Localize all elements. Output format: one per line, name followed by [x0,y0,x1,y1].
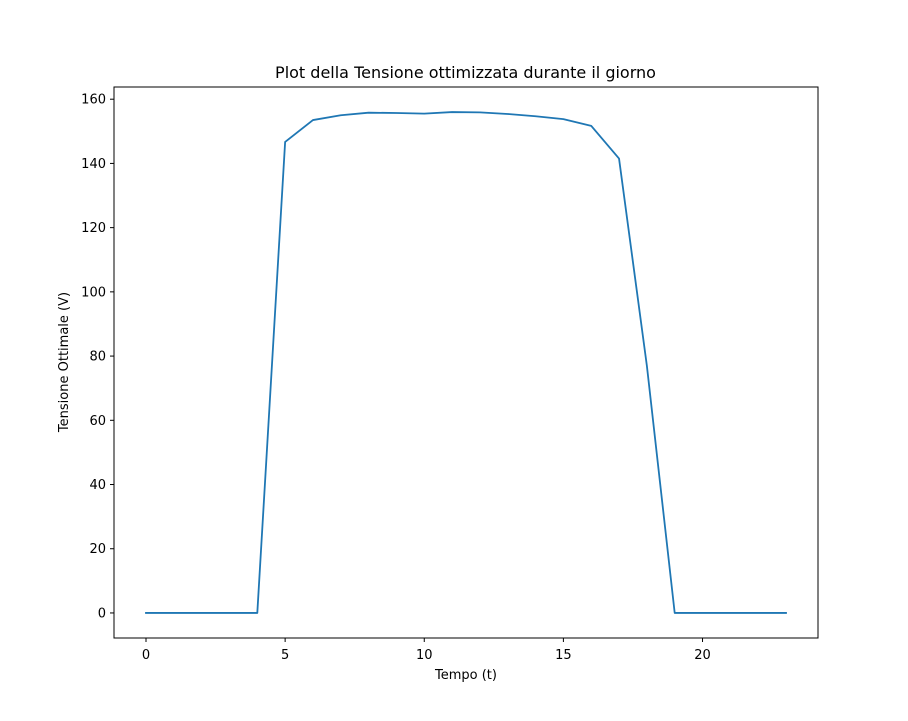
plot-area [145,111,787,614]
y-tick-label: 0 [98,606,106,621]
y-tick-label: 80 [89,350,106,365]
plot-frame [113,86,819,639]
chart-title: Plot della Tensione ottimizzata durante … [275,63,656,82]
x-tick-label: 10 [416,648,433,663]
y-tick-label: 60 [89,414,106,429]
y-tick-label: 40 [89,478,106,493]
y-tick-label: 20 [89,542,106,557]
y-axis-label: Tensione Ottimale (V) [57,292,72,433]
series-line-0 [145,111,787,614]
y-tick-label: 160 [81,93,106,108]
x-axis-label: Tempo (t) [434,668,497,683]
x-tick-label: 5 [281,648,289,663]
y-tick-label: 140 [81,157,106,172]
x-tick-label: 0 [142,648,150,663]
x-tick-label: 15 [555,648,572,663]
y-tick-label: 120 [81,221,106,236]
x-axis: 0 5 10 15 20 [142,638,711,663]
y-axis: 0 20 40 60 80 100 120 140 160 [81,93,114,621]
x-tick-label: 20 [694,648,711,663]
y-tick-label: 100 [81,285,106,300]
